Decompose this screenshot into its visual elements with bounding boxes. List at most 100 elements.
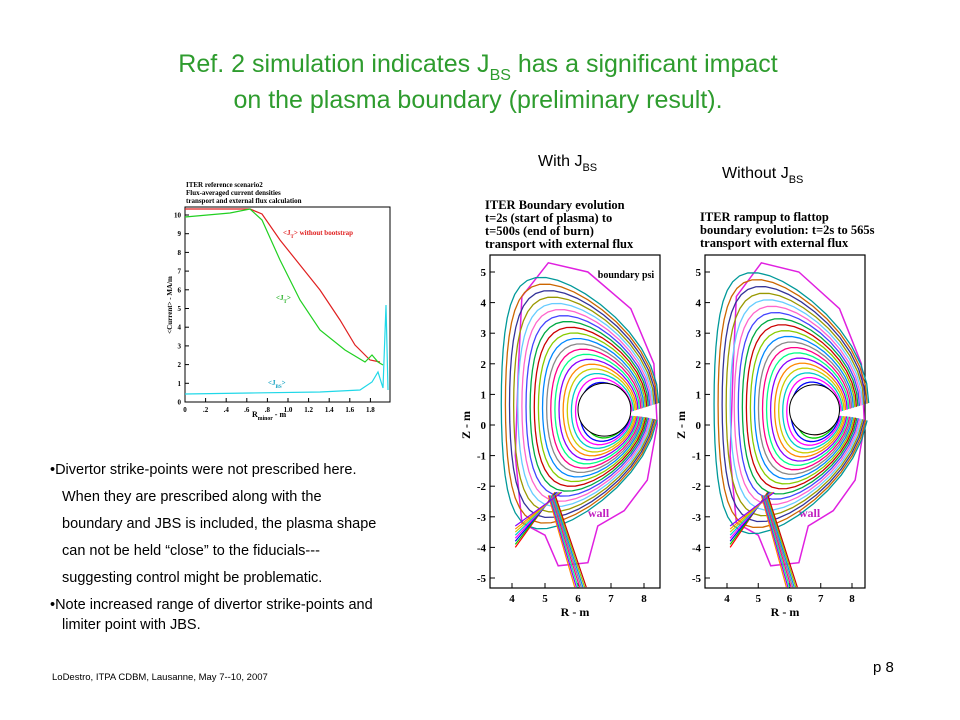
- legend: boundary psi: [598, 270, 655, 281]
- contour: [521, 309, 652, 502]
- divertor-leg: [548, 495, 577, 588]
- contour: [504, 283, 658, 524]
- contour: [541, 337, 645, 478]
- y-tick-label: 2: [481, 359, 487, 371]
- annotation-text: > without bootstrap: [294, 229, 353, 237]
- annotation: <JBS>: [268, 379, 286, 390]
- plot-title: transport with external flux: [700, 236, 849, 250]
- contour: [537, 332, 646, 483]
- bullet-line: When they are prescribed along with the: [62, 489, 322, 505]
- annotation: Rminor - m: [252, 410, 286, 422]
- title-line2: on the plasma boundary (preliminary resu…: [233, 86, 722, 114]
- plot-title: transport and external flux calculation: [186, 197, 302, 205]
- x-tick-label: 8: [849, 593, 855, 605]
- contour: [786, 376, 842, 446]
- contour: [566, 368, 636, 453]
- contour: [533, 326, 648, 487]
- title-text: Ref. 2 simulation indicates J: [178, 50, 489, 78]
- plot-title: ITER Boundary evolution: [485, 198, 625, 212]
- x-tick-label: 5: [756, 593, 762, 605]
- plot-title: Flux-averaged current densities: [186, 189, 281, 197]
- annotation-text: >: [282, 379, 286, 387]
- divertor-leg: [760, 495, 787, 588]
- wall-label: wall: [588, 506, 610, 520]
- label-sub: BS: [789, 174, 804, 186]
- bullet-line: boundary and JBS is included, the plasma…: [62, 516, 376, 532]
- bullet-line: can not be held “close” to the fiducials…: [62, 543, 320, 559]
- label-sub: BS: [582, 162, 597, 174]
- contour: [550, 348, 642, 469]
- title-text: has a significant impact: [511, 50, 778, 78]
- contour: [753, 335, 854, 480]
- y-tick-label: 8: [178, 249, 182, 257]
- divertor-leg: [551, 495, 582, 588]
- y-tick-label: 6: [178, 286, 182, 294]
- contour: [546, 343, 643, 474]
- y-tick-label: -3: [692, 512, 702, 524]
- divertor-leg: [552, 495, 584, 588]
- y-tick-label: -4: [692, 542, 702, 554]
- y-tick-label: 10: [174, 212, 182, 220]
- y-tick-label: 0: [481, 420, 487, 432]
- plot-title: transport with external flux: [485, 237, 634, 251]
- without-label: Without JBS: [722, 165, 803, 186]
- y-tick-label: -1: [477, 451, 486, 463]
- y-tick-label: 1: [696, 389, 702, 401]
- divertor-leg: [553, 495, 586, 588]
- contour: [765, 352, 850, 466]
- annotation-sub: T: [291, 234, 295, 240]
- divertor-leg: [549, 495, 579, 588]
- contour: [570, 372, 635, 449]
- contour: [745, 324, 858, 490]
- y-tick-label: 1: [481, 389, 487, 401]
- y-tick-label: 9: [178, 230, 182, 238]
- y-tick-label: -3: [477, 512, 487, 524]
- contour: [733, 305, 862, 506]
- central-hole: [577, 382, 632, 437]
- contour: [769, 357, 848, 462]
- divertor-leg: [764, 495, 794, 588]
- x-tick-label: 1.0: [284, 406, 293, 414]
- contour: [717, 279, 868, 529]
- x-tick-label: .6: [244, 406, 250, 414]
- contour: [721, 286, 867, 523]
- contour: [725, 292, 865, 517]
- y-axis-label: <Current> - MA/m: [166, 276, 174, 334]
- annotation-text: <J: [283, 229, 291, 237]
- x-tick-label: .2: [203, 406, 209, 414]
- bullet-line: •Note increased range of divertor strike…: [50, 597, 373, 613]
- contour: [500, 276, 660, 530]
- x-tick-label: 6: [575, 593, 581, 605]
- y-tick-label: -1: [692, 451, 701, 463]
- y-tick-label: 0: [696, 420, 702, 432]
- title-line1: Ref. 2 simulation indicates JBS has a si…: [178, 50, 777, 84]
- contour: [729, 299, 864, 511]
- x-tick-label: 1.8: [366, 406, 375, 414]
- plot-title: t=2s (start of plasma) to: [485, 211, 612, 225]
- curve: [184, 304, 389, 395]
- contour: [713, 272, 870, 535]
- annotation-text: <J: [268, 379, 276, 387]
- contour: [558, 358, 639, 461]
- plot-title: ITER rampup to flattop: [700, 210, 829, 224]
- x-tick-label: 1.6: [345, 406, 354, 414]
- y-axis-label: Z - m: [674, 411, 688, 439]
- annotation-text: R: [252, 410, 258, 419]
- wall: [729, 261, 866, 567]
- bullet-line: limiter point with JBS.: [62, 617, 201, 633]
- y-tick-label: 1: [178, 380, 182, 388]
- divertor-leg: [514, 491, 563, 527]
- annotation-text: <J: [276, 294, 284, 302]
- y-tick-label: 3: [178, 342, 182, 350]
- annotation-sub: T: [284, 299, 288, 305]
- contour: [513, 296, 655, 513]
- y-tick-label: 5: [696, 267, 702, 279]
- central-hole: [789, 384, 840, 436]
- curve: [184, 208, 384, 366]
- y-tick-label: 4: [481, 298, 487, 310]
- contour: [517, 302, 654, 508]
- divertor-leg: [766, 495, 797, 588]
- x-tick-label: 1.2: [304, 406, 313, 414]
- y-tick-label: 3: [696, 328, 702, 340]
